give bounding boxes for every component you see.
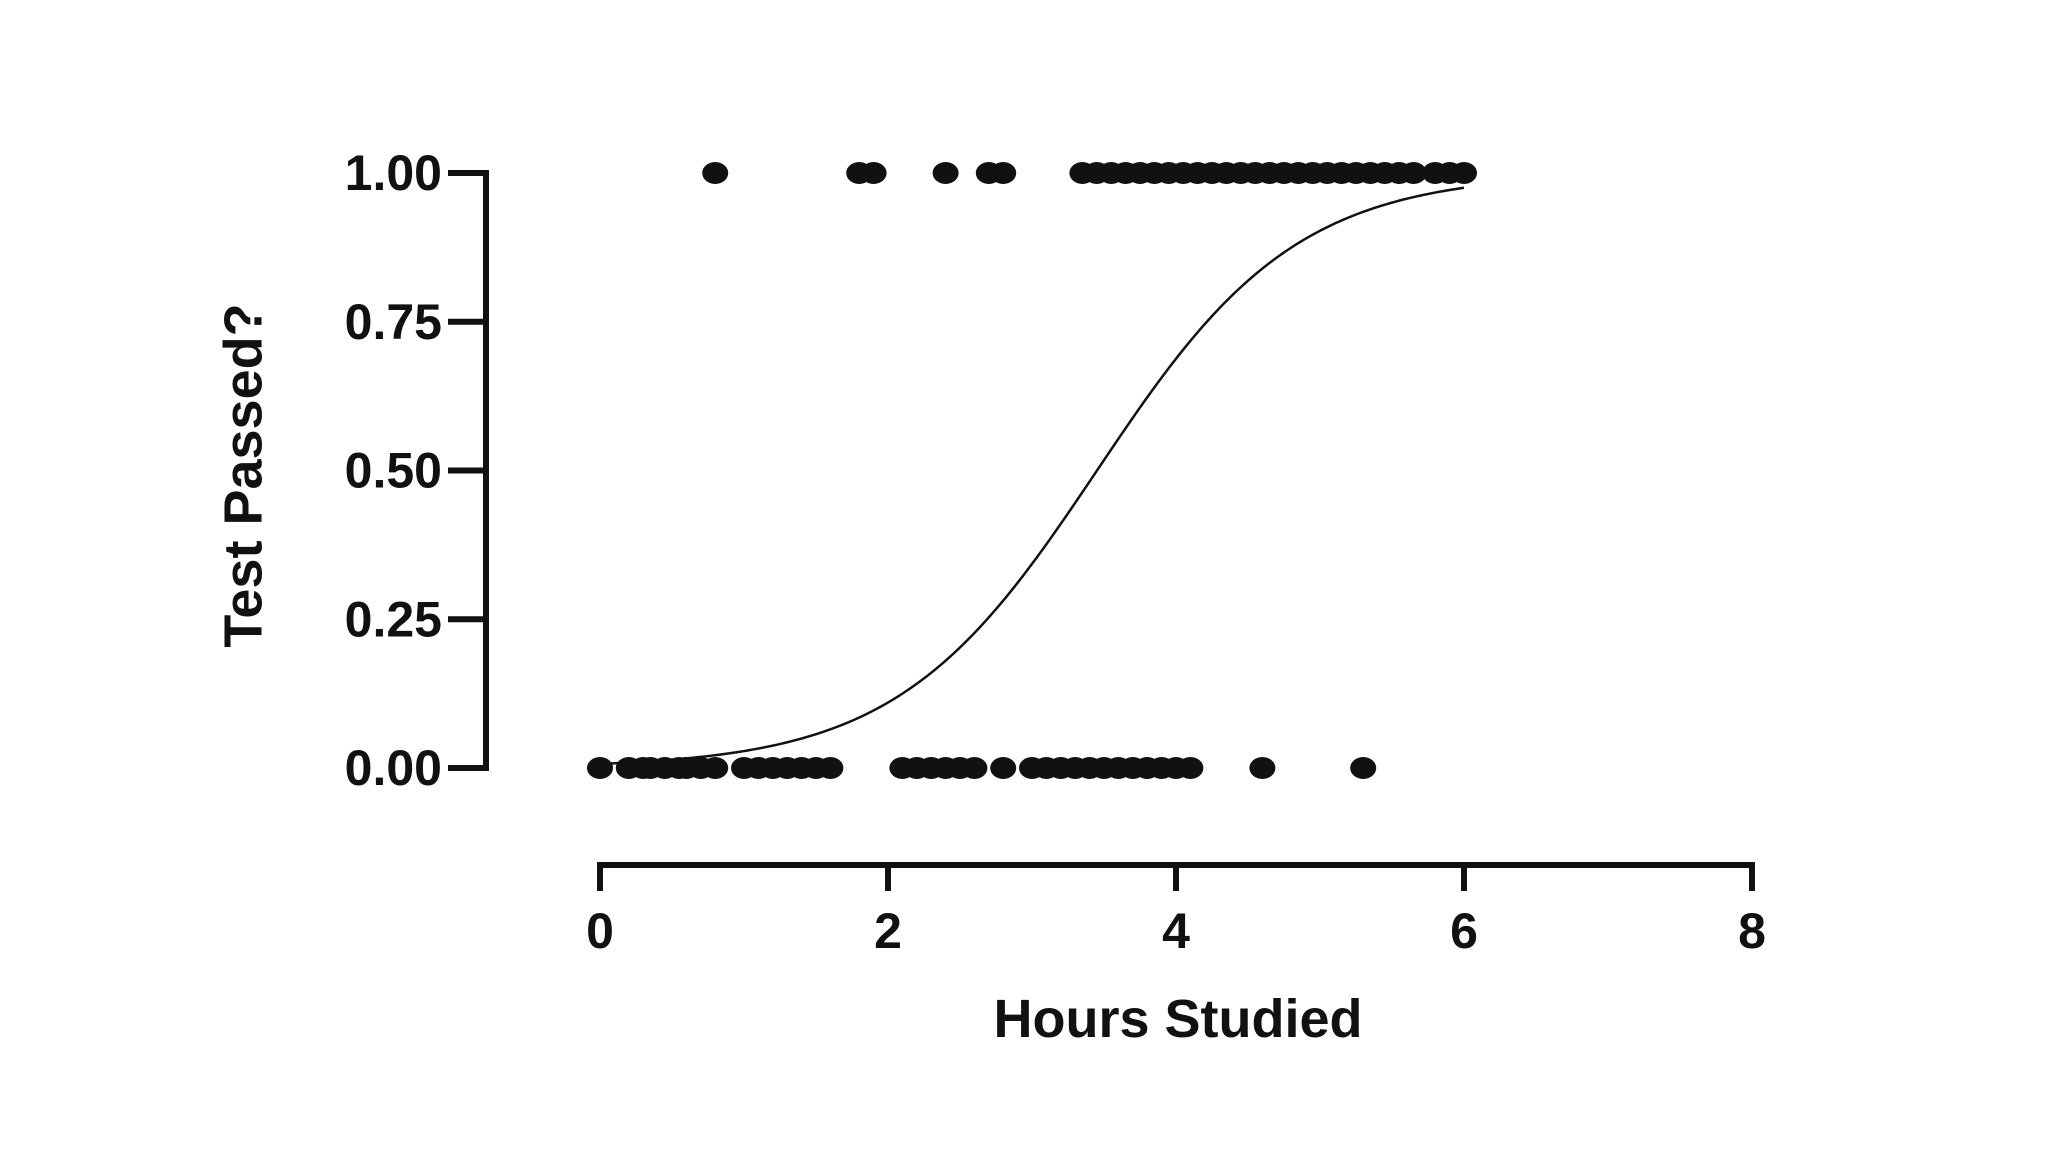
x-tick-label: 8	[1738, 903, 1766, 959]
y-ticks: 0.00 0.25 0.50 0.75 1.00	[345, 145, 486, 796]
data-point	[961, 757, 988, 779]
x-axis-title: Hours Studied	[993, 989, 1362, 1049]
logistic-fit-curve	[599, 186, 1465, 766]
y-tick-label: 0.00	[345, 740, 442, 796]
x-ticks: 0 2 4 6 8	[586, 865, 1766, 959]
data-point	[1177, 757, 1204, 779]
plot-area	[587, 162, 1477, 779]
data-point	[860, 162, 887, 184]
y-axis-title: Test Passed?	[213, 303, 273, 647]
data-point	[1350, 757, 1377, 779]
data-point	[702, 162, 729, 184]
x-axis: 0 2 4 6 8	[586, 862, 1766, 959]
data-point	[1249, 757, 1276, 779]
y-tick-label: 0.25	[345, 591, 442, 647]
data-point	[932, 162, 959, 184]
y-tick-label: 1.00	[345, 145, 442, 201]
x-tick-label: 2	[874, 903, 902, 959]
data-point	[990, 162, 1017, 184]
data-points	[587, 162, 1477, 779]
data-point	[702, 757, 729, 779]
x-tick-label: 6	[1450, 903, 1478, 959]
data-point	[1451, 162, 1477, 184]
data-point	[817, 757, 844, 779]
data-point	[587, 757, 613, 779]
y-tick-label: 0.50	[345, 443, 442, 499]
data-point	[1400, 162, 1427, 184]
x-tick-label: 0	[586, 903, 614, 959]
x-tick-label: 4	[1162, 903, 1190, 959]
data-point	[990, 757, 1017, 779]
y-tick-label: 0.75	[345, 294, 442, 350]
y-axis: 0.00 0.25 0.50 0.75 1.00	[345, 145, 489, 796]
